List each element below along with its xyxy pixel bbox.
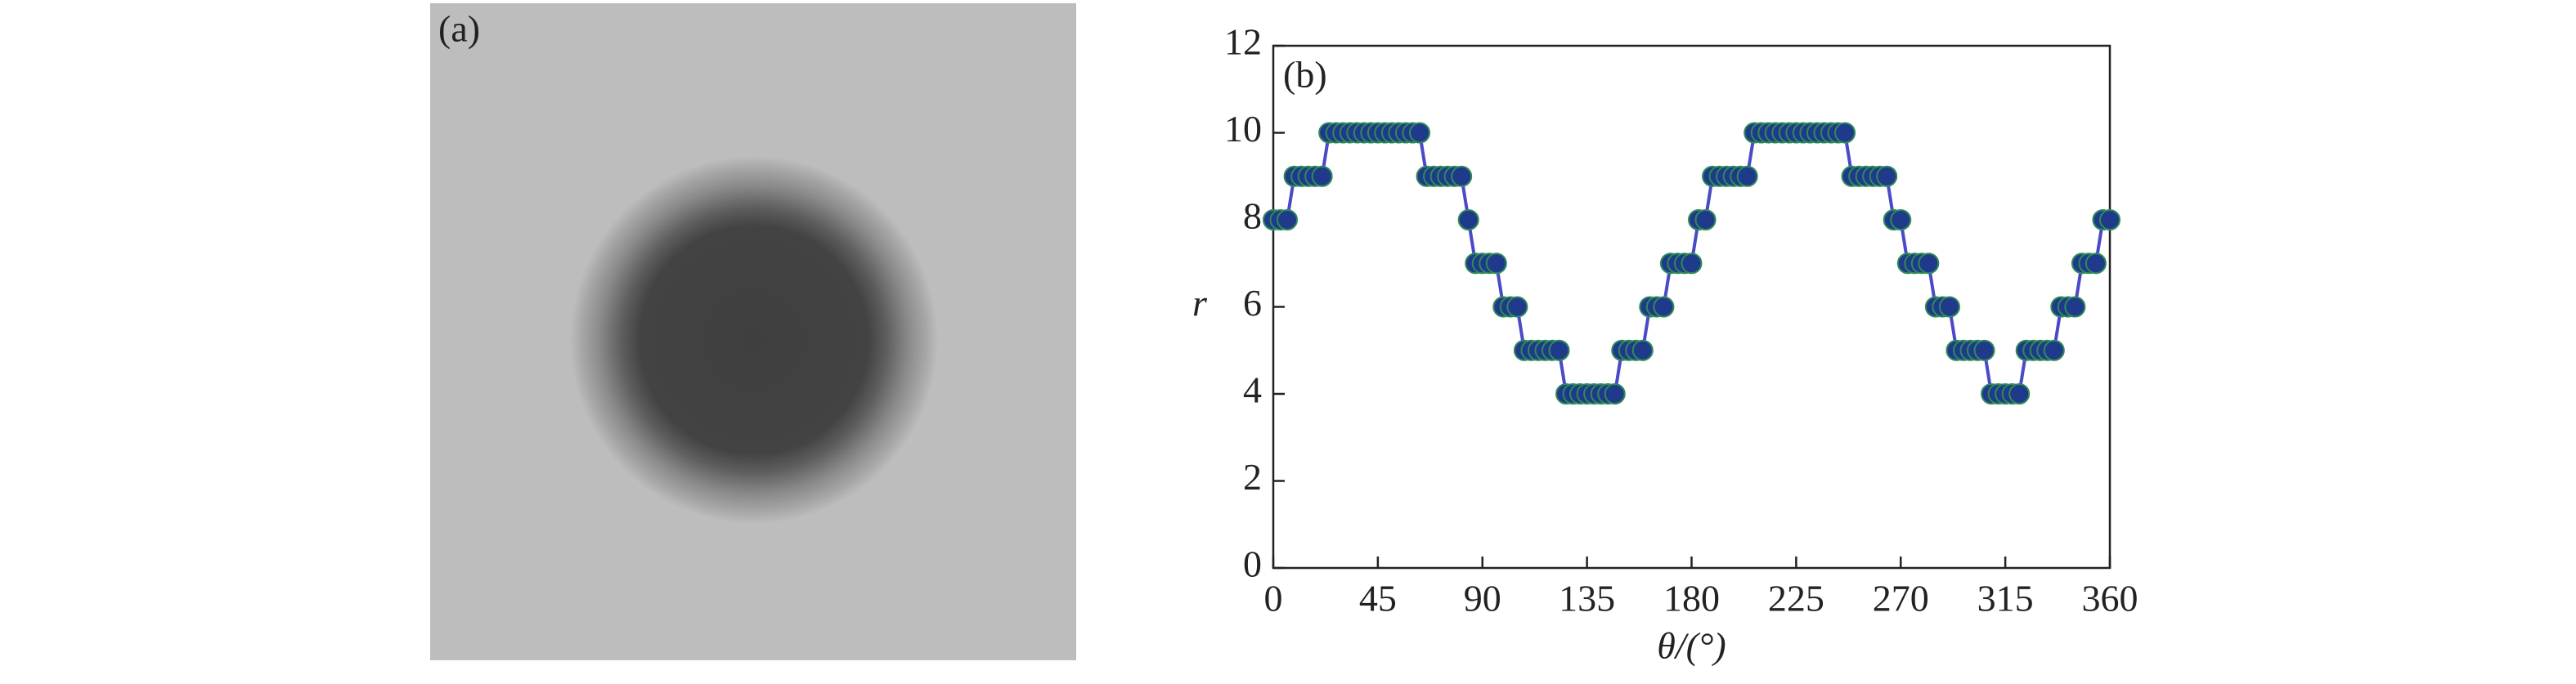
data-point — [1694, 209, 1717, 230]
y-tick-label: 10 — [1224, 108, 1262, 150]
y-tick-label: 2 — [1243, 456, 1262, 498]
data-point — [1918, 253, 1940, 275]
panel-a: (a) — [430, 3, 1076, 660]
data-point — [1548, 339, 1570, 361]
x-tick-label: 135 — [1559, 578, 1615, 619]
data-point — [2043, 339, 2065, 361]
data-point — [2064, 296, 2086, 318]
x-axis-label: θ/(°) — [1657, 625, 1726, 667]
data-point — [1311, 165, 1333, 187]
data-point — [1890, 209, 1912, 230]
data-point — [1485, 253, 1507, 275]
data-point — [1736, 165, 1758, 187]
x-tick-label: 315 — [1977, 578, 2034, 619]
data-point — [1604, 383, 1626, 405]
x-tick-label: 270 — [1873, 578, 1929, 619]
y-tick-label: 4 — [1243, 369, 1262, 411]
data-point — [1631, 339, 1654, 361]
data-point — [1457, 209, 1479, 230]
data-point — [1834, 122, 1856, 144]
dark-spot — [570, 156, 938, 524]
data-point — [1653, 296, 1675, 318]
y-tick-label: 12 — [1224, 21, 1262, 63]
x-tick-label: 90 — [1464, 578, 1501, 619]
data-point — [1451, 165, 1473, 187]
x-tick-label: 180 — [1663, 578, 1720, 619]
data-point — [1681, 253, 1703, 275]
y-tick-label: 6 — [1243, 282, 1262, 324]
data-point — [1938, 296, 1960, 318]
panel-label: (b) — [1283, 54, 1327, 96]
x-tick-label: 45 — [1359, 578, 1397, 619]
data-point — [2099, 209, 2120, 230]
data-point — [2085, 253, 2107, 275]
x-tick-label: 360 — [2082, 578, 2138, 619]
data-point — [1409, 122, 1431, 144]
y-axis-label: r — [1192, 282, 1208, 324]
y-tick-label: 0 — [1243, 543, 1262, 585]
panel-label: (a) — [438, 8, 480, 50]
x-tick-label: 225 — [1768, 578, 1824, 619]
data-point — [2008, 383, 2031, 405]
data-point — [1506, 296, 1528, 318]
data-point — [1973, 339, 1995, 361]
data-point — [1876, 165, 1898, 187]
x-tick-label: 0 — [1264, 578, 1283, 619]
data-point — [1277, 209, 1299, 230]
y-tick-label: 8 — [1243, 195, 1262, 237]
